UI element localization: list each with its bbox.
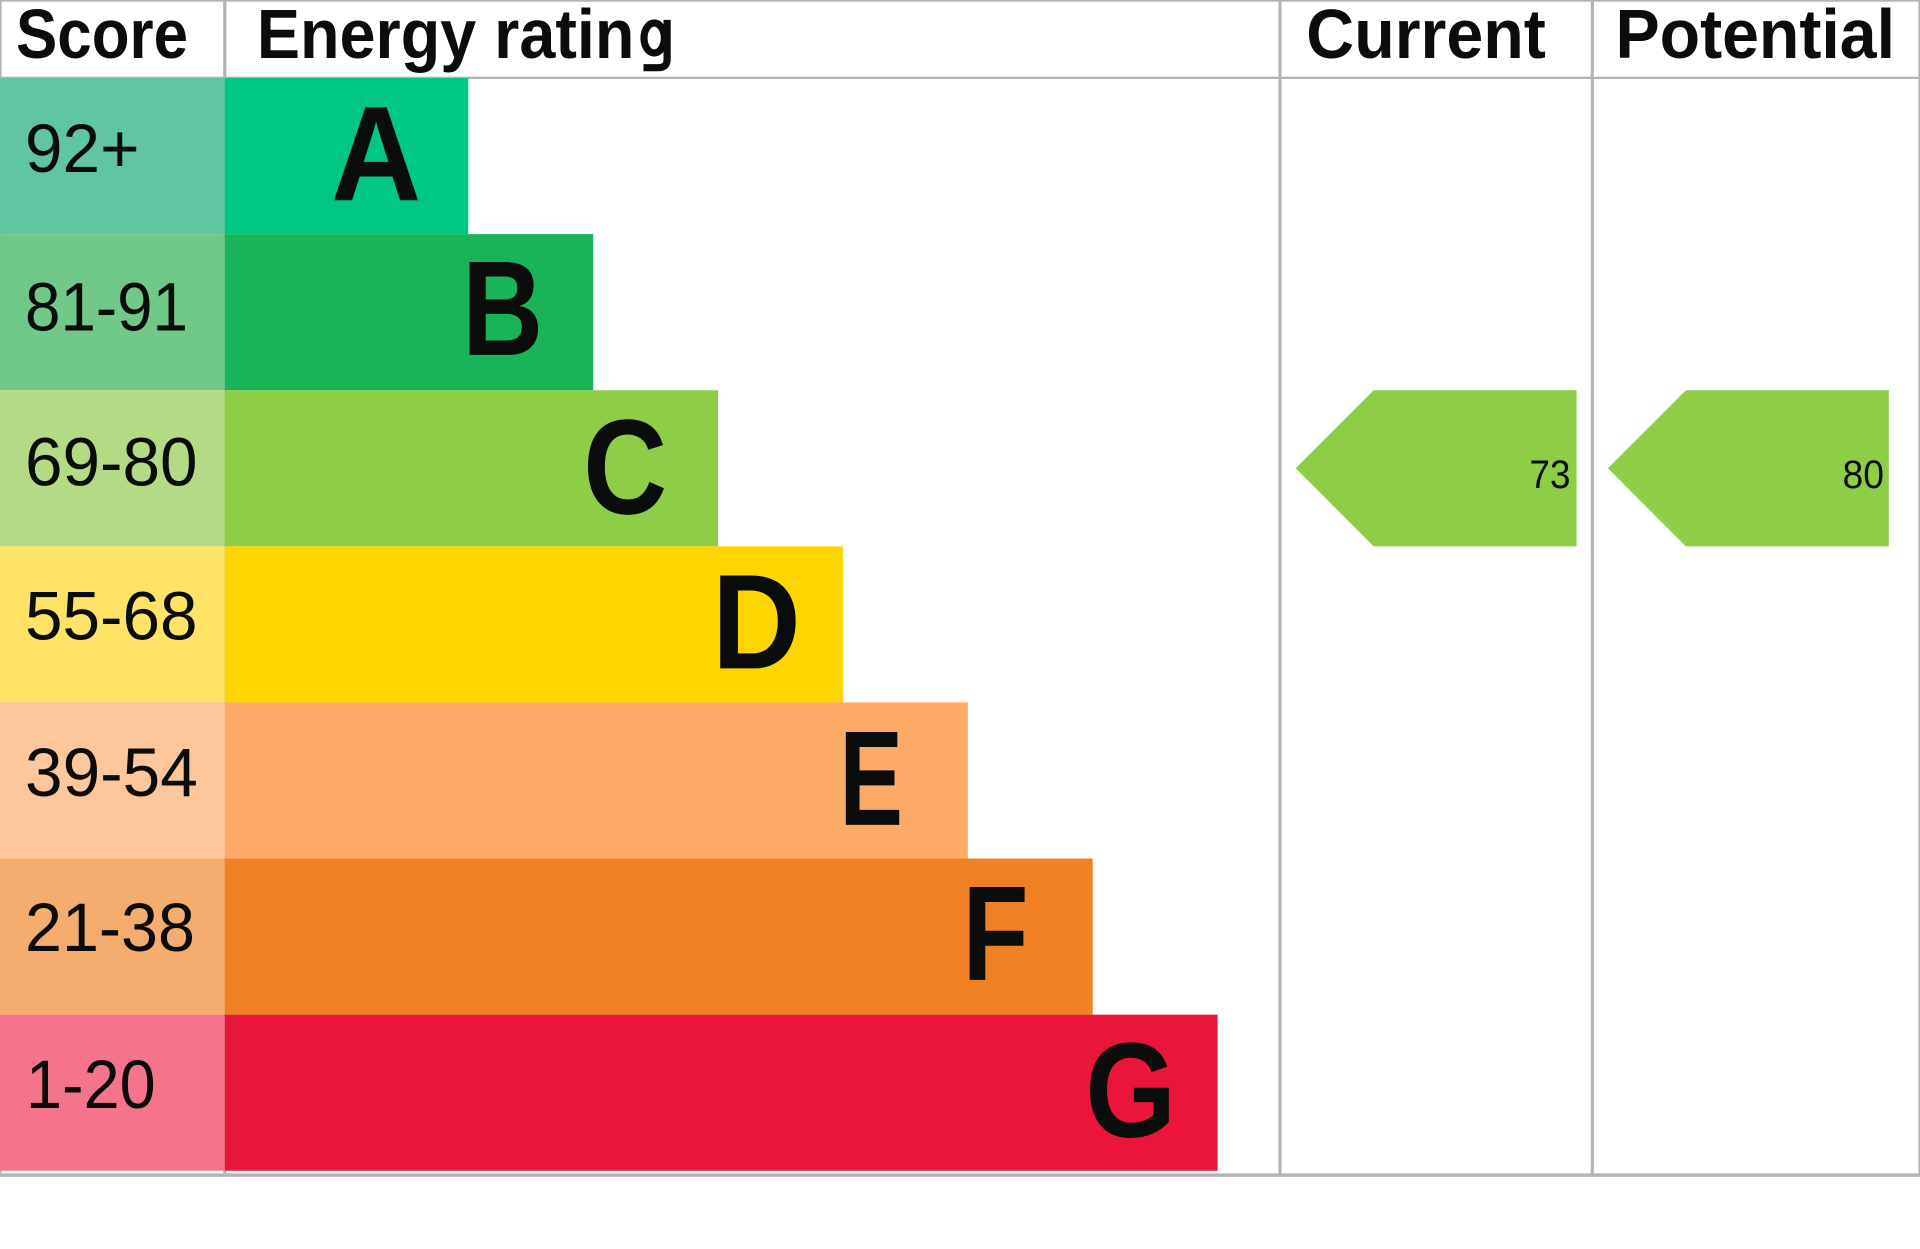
svg-text:B: B [462, 233, 543, 384]
svg-text:A: A [331, 78, 421, 229]
svg-text:92+: 92+ [25, 110, 140, 187]
svg-text:1-20: 1-20 [26, 1046, 156, 1123]
svg-text:39-54: 39-54 [25, 734, 198, 811]
svg-text:Potential: Potential [1616, 0, 1896, 73]
svg-text:Current: Current [1306, 0, 1546, 73]
svg-text:Energy ratin: Energy ratin [257, 0, 635, 73]
svg-text:81-91: 81-91 [25, 268, 188, 345]
svg-text:21-38: 21-38 [25, 889, 195, 966]
svg-text:73: 73 [1530, 452, 1571, 497]
svg-text:C: C [583, 392, 667, 543]
svg-text:E: E [839, 703, 903, 854]
svg-text:55-68: 55-68 [25, 578, 198, 655]
svg-text:69-80: 69-80 [25, 424, 198, 501]
svg-text:F: F [962, 858, 1028, 1009]
svg-text:Score: Score [16, 0, 188, 73]
svg-text:D: D [712, 546, 801, 697]
svg-text:80: 80 [1843, 452, 1885, 497]
svg-text:G: G [1085, 1015, 1176, 1166]
